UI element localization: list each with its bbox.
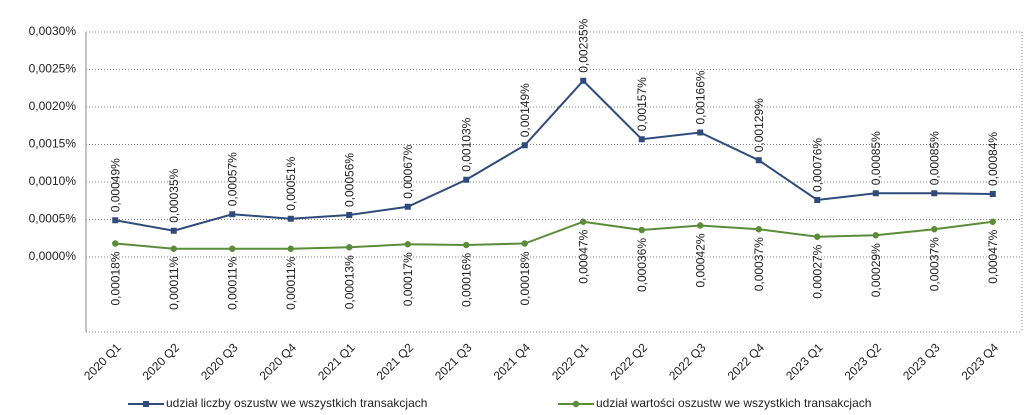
x-tick-label: 2020 Q1 xyxy=(81,340,124,383)
data-label: 0,00051% xyxy=(284,156,298,210)
x-tick-label: 2023 Q1 xyxy=(783,340,826,383)
data-label: 0,00235% xyxy=(576,18,590,72)
data-point xyxy=(755,157,762,164)
x-tick-label: 2021 Q3 xyxy=(432,340,475,383)
data-point xyxy=(463,176,470,183)
data-label: 0,00018% xyxy=(518,251,532,305)
data-point xyxy=(112,240,119,247)
data-label: 0,00057% xyxy=(225,152,239,206)
data-label: 0,00076% xyxy=(810,138,824,192)
legend-marker xyxy=(143,401,149,407)
x-tick-label: 2021 Q1 xyxy=(315,340,358,383)
x-tick-label: 2023 Q4 xyxy=(959,340,1002,383)
x-tick-label: 2022 Q1 xyxy=(549,340,592,383)
series-line xyxy=(115,79,993,232)
data-point xyxy=(814,233,821,240)
y-tick-label: 0,0010% xyxy=(29,174,77,188)
data-label: 0,00149% xyxy=(518,83,532,137)
x-tick-label: 2020 Q4 xyxy=(257,340,300,383)
data-point xyxy=(580,77,587,84)
data-point xyxy=(521,142,528,149)
x-tick-label: 2022 Q4 xyxy=(725,340,768,383)
data-label: 0,00047% xyxy=(576,229,590,283)
y-tick-label: 0,0025% xyxy=(29,62,77,76)
data-point xyxy=(404,241,411,248)
data-label: 0,00085% xyxy=(927,131,941,185)
data-point xyxy=(931,190,938,197)
data-point xyxy=(697,129,704,136)
x-tick-label: 2021 Q4 xyxy=(491,340,534,383)
data-label: 0,00166% xyxy=(693,70,707,124)
data-label: 0,00067% xyxy=(401,144,415,198)
data-point xyxy=(404,203,411,210)
x-tick-label: 2022 Q2 xyxy=(608,340,651,383)
data-point xyxy=(697,222,704,229)
y-tick-label: 0,0020% xyxy=(29,99,77,113)
data-label: 0,00085% xyxy=(869,131,883,185)
data-point xyxy=(229,245,236,252)
x-tick-label: 2021 Q2 xyxy=(374,340,417,383)
data-label: 0,00084% xyxy=(986,132,1000,186)
y-tick-label: 0,0030% xyxy=(29,24,77,38)
legend-label: udział wartości oszustw we wszystkich tr… xyxy=(596,396,871,410)
data-point xyxy=(872,190,879,197)
y-tick-label: 0,0005% xyxy=(29,212,77,226)
x-tick-label: 2022 Q3 xyxy=(666,340,709,383)
data-point xyxy=(580,218,587,225)
data-label: 0,00017% xyxy=(401,252,415,306)
data-label: 0,00157% xyxy=(635,77,649,131)
x-tick-label: 2023 Q3 xyxy=(900,340,943,383)
data-point xyxy=(346,212,353,218)
legend-marker xyxy=(572,400,580,408)
data-label: 0,00036% xyxy=(635,238,649,292)
data-point xyxy=(814,197,821,203)
data-point xyxy=(521,240,528,247)
data-point xyxy=(872,232,879,239)
data-label: 0,00011% xyxy=(284,256,298,309)
data-point xyxy=(287,245,294,252)
data-point xyxy=(463,241,470,249)
data-label: 0,00129% xyxy=(752,98,766,152)
x-tick-label: 2020 Q3 xyxy=(198,340,241,383)
data-point xyxy=(989,191,996,197)
data-label: 0,00035% xyxy=(167,168,181,222)
data-label: 0,00047% xyxy=(986,229,1000,283)
data-point xyxy=(170,245,177,252)
data-point xyxy=(638,226,645,234)
data-label: 0,00027% xyxy=(810,244,824,298)
data-point xyxy=(755,226,762,233)
data-point xyxy=(287,215,294,222)
data-label: 0,00103% xyxy=(459,117,473,171)
data-point xyxy=(931,226,938,233)
data-point xyxy=(346,244,353,251)
data-label: 0,00011% xyxy=(225,256,239,309)
data-label: 0,00049% xyxy=(108,158,122,212)
data-point xyxy=(638,136,645,143)
data-point xyxy=(112,217,119,224)
data-label: 0,00042% xyxy=(693,233,707,287)
y-tick-label: 0,0000% xyxy=(29,249,77,263)
legend-label: udział liczby oszustw we wszystkich tran… xyxy=(166,396,427,410)
data-label: 0,00011% xyxy=(167,256,181,309)
series-line xyxy=(115,220,993,250)
data-label: 0,00016% xyxy=(459,253,473,307)
x-tick-label: 2020 Q2 xyxy=(140,340,183,383)
data-label: 0,00013% xyxy=(342,255,356,309)
data-label: 0,00029% xyxy=(869,243,883,297)
data-point xyxy=(989,218,996,225)
data-label: 0,00037% xyxy=(927,237,941,291)
data-label: 0,00056% xyxy=(342,153,356,207)
data-label: 0,00037% xyxy=(752,237,766,291)
data-label: 0,00018% xyxy=(108,251,122,305)
y-tick-label: 0,0015% xyxy=(29,137,77,151)
x-tick-label: 2023 Q2 xyxy=(842,340,885,383)
data-point xyxy=(170,227,177,234)
data-point xyxy=(229,211,236,218)
